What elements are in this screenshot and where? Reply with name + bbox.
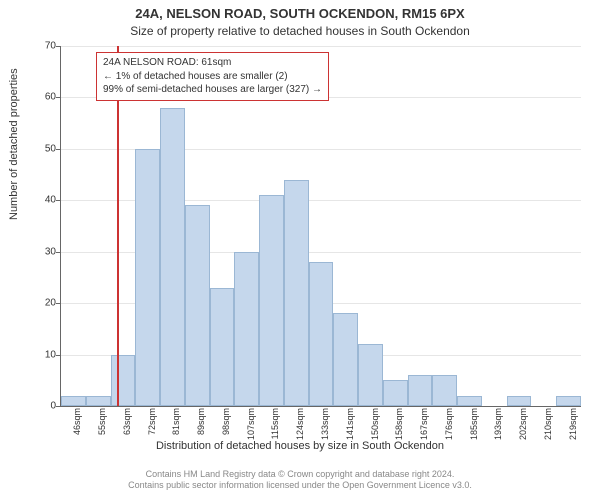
credits: Contains HM Land Registry data © Crown c…	[0, 469, 600, 492]
histogram-bar	[432, 375, 457, 406]
histogram-bar	[86, 396, 111, 406]
y-tick-label: 50	[26, 143, 56, 154]
y-tick-label: 10	[26, 349, 56, 360]
y-tick-mark	[56, 149, 60, 150]
x-tick-label: 185sqm	[469, 408, 479, 448]
x-tick-label: 115sqm	[270, 408, 280, 448]
y-tick-label: 30	[26, 246, 56, 257]
chart-title-main: 24A, NELSON ROAD, SOUTH OCKENDON, RM15 6…	[0, 6, 600, 21]
histogram-bar	[160, 108, 185, 406]
histogram-bar	[507, 396, 532, 406]
y-axis-label: Number of detached properties	[8, 68, 20, 220]
annotation-line-2: ← 1% of detached houses are smaller (2)	[103, 71, 288, 82]
y-tick-mark	[56, 46, 60, 47]
histogram-bar	[383, 380, 408, 406]
histogram-bar	[135, 149, 160, 406]
histogram-bar	[358, 344, 383, 406]
x-tick-label: 107sqm	[246, 408, 256, 448]
histogram-bar	[284, 180, 309, 406]
chart-title-sub: Size of property relative to detached ho…	[0, 24, 600, 38]
y-tick-label: 20	[26, 298, 56, 309]
x-tick-label: 219sqm	[568, 408, 578, 448]
y-tick-mark	[56, 355, 60, 356]
x-tick-label: 46sqm	[72, 408, 82, 448]
y-tick-label: 60	[26, 92, 56, 103]
x-tick-label: 193sqm	[493, 408, 503, 448]
x-tick-label: 55sqm	[97, 408, 107, 448]
x-tick-label: 63sqm	[122, 408, 132, 448]
y-tick-label: 70	[26, 41, 56, 52]
y-tick-mark	[56, 200, 60, 201]
histogram-bar	[259, 195, 284, 406]
x-tick-label: 141sqm	[345, 408, 355, 448]
chart-container: 24A, NELSON ROAD, SOUTH OCKENDON, RM15 6…	[0, 0, 600, 500]
x-tick-label: 202sqm	[518, 408, 528, 448]
y-tick-mark	[56, 97, 60, 98]
x-tick-label: 124sqm	[295, 408, 305, 448]
x-tick-label: 98sqm	[221, 408, 231, 448]
y-tick-label: 40	[26, 195, 56, 206]
x-tick-label: 133sqm	[320, 408, 330, 448]
histogram-bar	[408, 375, 433, 406]
y-tick-label: 0	[26, 401, 56, 412]
histogram-bar	[556, 396, 581, 406]
x-tick-label: 150sqm	[370, 408, 380, 448]
x-tick-label: 210sqm	[543, 408, 553, 448]
x-tick-label: 167sqm	[419, 408, 429, 448]
histogram-bar	[333, 313, 358, 406]
histogram-bar	[61, 396, 86, 406]
credit-line-1: Contains HM Land Registry data © Crown c…	[146, 469, 455, 479]
histogram-bar	[234, 252, 259, 406]
x-tick-label: 158sqm	[394, 408, 404, 448]
histogram-bar	[185, 205, 210, 406]
x-tick-label: 176sqm	[444, 408, 454, 448]
x-tick-label: 81sqm	[171, 408, 181, 448]
x-tick-label: 72sqm	[147, 408, 157, 448]
annotation-box: 24A NELSON ROAD: 61sqm ← 1% of detached h…	[96, 52, 329, 101]
histogram-bar	[309, 262, 334, 406]
annotation-line-1: 24A NELSON ROAD: 61sqm	[103, 57, 231, 68]
histogram-bar	[457, 396, 482, 406]
annotation-line-3: 99% of semi-detached houses are larger (…	[103, 84, 322, 95]
gridline	[61, 46, 581, 47]
credit-line-2: Contains public sector information licen…	[128, 480, 472, 490]
x-tick-label: 89sqm	[196, 408, 206, 448]
y-tick-mark	[56, 406, 60, 407]
y-tick-mark	[56, 252, 60, 253]
histogram-bar	[111, 355, 136, 406]
y-tick-mark	[56, 303, 60, 304]
histogram-bar	[210, 288, 235, 406]
